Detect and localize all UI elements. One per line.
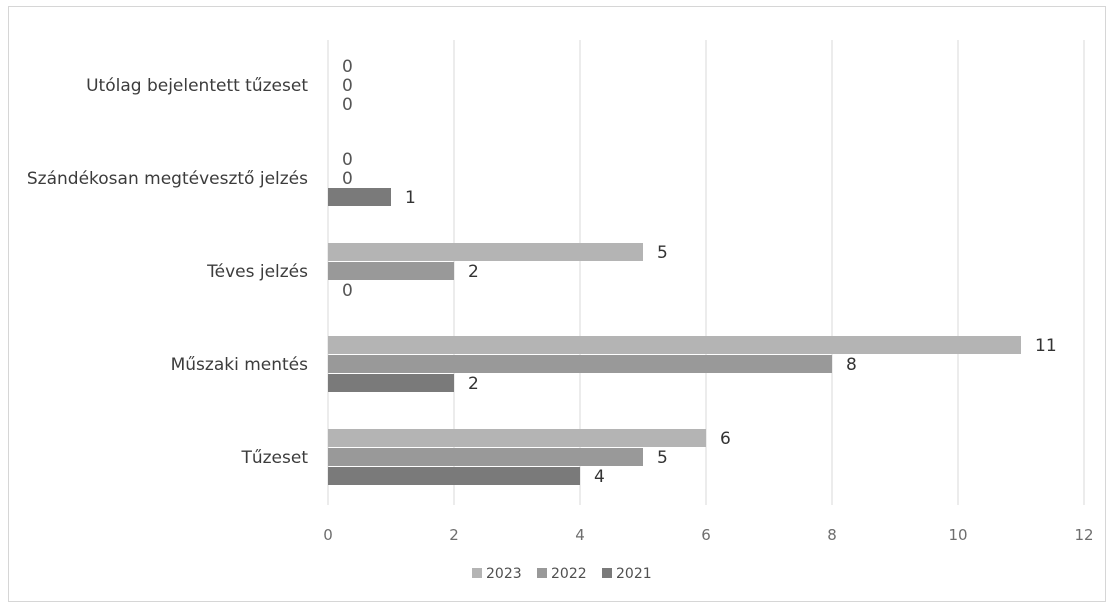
bar-2021 [328, 188, 391, 206]
category-label: Szándékosan megtévesztő jelzés [27, 169, 308, 189]
category-label: Műszaki mentés [171, 355, 309, 375]
bar-2022 [328, 355, 832, 373]
data-label-2022: 0 [342, 76, 353, 96]
x-tick-label: 0 [323, 526, 333, 544]
x-tick-label: 4 [575, 526, 585, 544]
data-label-2023: 6 [720, 429, 731, 449]
category-label: Téves jelzés [206, 262, 308, 282]
category-label: Tűzeset [240, 448, 308, 468]
legend-swatch-2023 [472, 568, 482, 578]
data-label-2022: 8 [846, 355, 857, 375]
x-tick-label: 2 [449, 526, 459, 544]
bars [328, 188, 1021, 485]
data-label-2022: 2 [468, 262, 479, 282]
bar-2022 [328, 448, 643, 466]
legend-label-2022: 2022 [551, 566, 587, 582]
chart-frame [8, 6, 1106, 602]
data-label-2022: 0 [342, 169, 353, 189]
bar-2023 [328, 429, 706, 447]
x-axis-ticks: 0 2 4 6 8 10 12 [323, 526, 1093, 544]
data-label-2021: 2 [468, 374, 479, 394]
data-label-2023: 0 [342, 57, 353, 77]
data-label-2021: 0 [342, 281, 353, 301]
bar-2022 [328, 262, 454, 280]
category-label: Utólag bejelentett tűzeset [86, 76, 308, 96]
data-label-2021: 0 [342, 95, 353, 115]
data-label-2022: 5 [657, 448, 668, 468]
data-label-2023: 11 [1035, 336, 1057, 356]
legend-label-2021: 2021 [616, 566, 652, 582]
data-label-2023: 5 [657, 243, 668, 263]
bar-2021 [328, 374, 454, 392]
bar-2021 [328, 467, 580, 485]
x-tick-label: 10 [948, 526, 967, 544]
bar-2023 [328, 243, 643, 261]
legend-swatch-2022 [537, 568, 547, 578]
bar-2023 [328, 336, 1021, 354]
legend: 2023 2022 2021 [472, 566, 652, 582]
data-label-2021: 4 [594, 467, 605, 487]
gridlines [327, 40, 1085, 505]
legend-swatch-2021 [602, 568, 612, 578]
data-label-2021: 1 [405, 188, 416, 208]
category-labels: Utólag bejelentett tűzeset Szándékosan me… [27, 76, 308, 468]
data-label-2023: 0 [342, 150, 353, 170]
x-tick-label: 6 [701, 526, 711, 544]
x-tick-label: 12 [1074, 526, 1093, 544]
x-tick-label: 8 [827, 526, 837, 544]
legend-label-2023: 2023 [486, 566, 522, 582]
